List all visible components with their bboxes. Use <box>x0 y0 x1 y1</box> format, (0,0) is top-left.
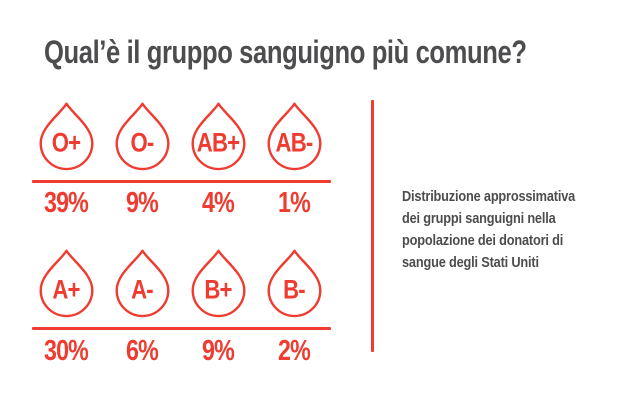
blood-type-label: A- <box>131 274 154 305</box>
blood-type-label: B+ <box>204 274 232 305</box>
blood-type-cell: A- <box>104 248 180 318</box>
percentage-value: 9% <box>202 335 235 367</box>
blood-type-cell: A+ <box>28 248 104 318</box>
page-title: Qual’è il gruppo sanguigno più comune? <box>44 34 527 70</box>
percentage-value: 4% <box>202 187 235 219</box>
blood-type-label: O- <box>130 127 155 158</box>
blood-type-cell: B+ <box>180 248 256 318</box>
blood-type-label: AB+ <box>196 127 240 158</box>
blood-drop-icon <box>115 102 169 171</box>
percentage-value: 9% <box>126 187 159 219</box>
divider-line-row-2 <box>32 327 331 330</box>
blood-group-row-2: A+ A- B+ B- <box>28 248 332 318</box>
percentage-row-2: 30% 6% 9% 2% <box>28 336 332 366</box>
percentage-value: 30% <box>43 335 89 367</box>
blood-drop-icon <box>39 249 93 318</box>
percentage-value: 1% <box>278 187 311 219</box>
divider-line-row-1 <box>32 180 331 183</box>
blood-drop-icon <box>267 249 321 318</box>
blood-drop-icon <box>191 249 245 318</box>
blood-group-row-1: O+ O- AB+ AB- <box>28 101 332 171</box>
percentage-value: 2% <box>278 335 311 367</box>
blood-type-cell: O- <box>104 101 180 171</box>
blood-type-cell: AB+ <box>180 101 256 171</box>
percentage-value: 39% <box>43 187 89 219</box>
blood-type-label: O+ <box>51 127 81 158</box>
percentage-row-1: 39% 9% 4% 1% <box>28 188 332 218</box>
description-line: sangue degli Stati Uniti <box>402 255 539 271</box>
blood-type-label: B- <box>283 274 306 305</box>
blood-drop-icon <box>191 102 245 171</box>
description-line: Distribuzione approssimativa <box>402 189 576 205</box>
blood-type-label: AB- <box>275 127 314 158</box>
blood-drop-icon <box>39 102 93 171</box>
percentage-value: 6% <box>126 335 159 367</box>
blood-type-label: A+ <box>52 274 80 305</box>
description-line: popolazione dei donatori di <box>402 233 564 249</box>
blood-drop-icon <box>267 102 321 171</box>
blood-type-cell: AB- <box>256 101 332 171</box>
blood-drop-icon <box>115 249 169 318</box>
description-line: dei gruppi sanguigni nella <box>402 211 556 227</box>
vertical-divider-line <box>371 100 374 352</box>
description-text: Distribuzione approssimativa dei gruppi … <box>402 186 575 274</box>
blood-type-cell: B- <box>256 248 332 318</box>
blood-type-cell: O+ <box>28 101 104 171</box>
